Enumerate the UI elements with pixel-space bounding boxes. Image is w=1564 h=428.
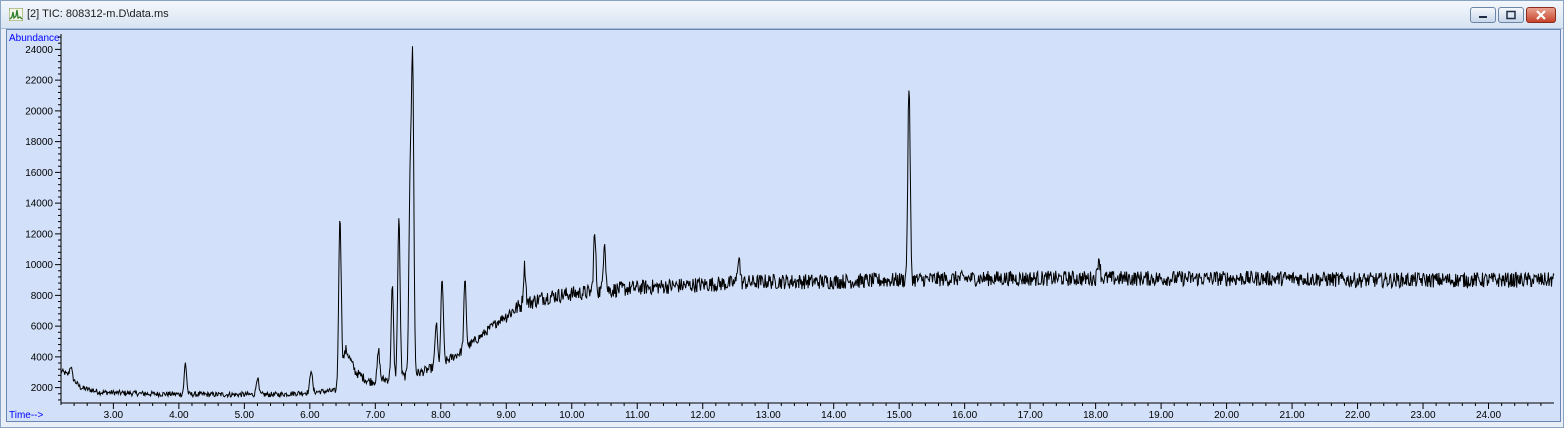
y-tick-label: 16000	[25, 168, 53, 179]
y-tick-label: 24000	[25, 45, 53, 56]
x-tick-label: 3.00	[104, 410, 124, 421]
y-tick-label: 2000	[31, 383, 54, 394]
y-tick-label: 10000	[25, 260, 53, 271]
y-tick-label: 6000	[31, 322, 54, 333]
x-tick-label: 5.00	[235, 410, 255, 421]
x-tick-label: 10.00	[559, 410, 584, 421]
chromatogram-app-icon	[9, 8, 23, 21]
x-tick-label: 8.00	[431, 410, 451, 421]
y-tick-label: 18000	[25, 137, 53, 148]
x-axis-label: Time-->	[9, 410, 44, 421]
y-tick-label: 8000	[31, 291, 54, 302]
x-tick-label: 19.00	[1149, 410, 1174, 421]
x-tick-label: 9.00	[497, 410, 517, 421]
tic-trace	[61, 46, 1554, 397]
x-tick-label: 15.00	[887, 410, 912, 421]
y-tick-label: 4000	[31, 352, 54, 363]
minimize-button[interactable]	[1470, 7, 1496, 23]
x-tick-label: 17.00	[1018, 410, 1043, 421]
x-tick-label: 12.00	[690, 410, 715, 421]
x-tick-label: 22.00	[1345, 410, 1370, 421]
minimize-icon	[1471, 8, 1495, 22]
y-tick-label: 22000	[25, 76, 53, 87]
window-title: [2] TIC: 808312-m.D\data.ms	[27, 8, 169, 20]
x-tick-label: 18.00	[1083, 410, 1108, 421]
x-tick-label: 13.00	[756, 410, 781, 421]
x-tick-label: 16.00	[952, 410, 977, 421]
maximize-icon	[1499, 8, 1523, 22]
y-axis-label: Abundance	[9, 33, 60, 44]
y-tick-label: 12000	[25, 229, 53, 240]
x-tick-label: 4.00	[169, 410, 189, 421]
y-tick-label: 20000	[25, 106, 53, 117]
close-button[interactable]	[1526, 7, 1556, 23]
chromatogram-plot[interactable]: Abundance Time--> 3.00 4.00 5.00 6.00 7.00 8.…	[6, 29, 1561, 422]
x-tick-label: 14.00	[821, 410, 846, 421]
x-tick-label: 6.00	[300, 410, 320, 421]
x-tick-label: 11.00	[625, 410, 650, 421]
y-tick-label: 14000	[25, 199, 53, 210]
x-tick-label: 20.00	[1214, 410, 1239, 421]
x-tick-label: 21.00	[1280, 410, 1305, 421]
close-icon	[1527, 8, 1555, 22]
chromatogram-chart[interactable]: Abundance Time--> 3.00 4.00 5.00 6.00 7.00 8.…	[7, 30, 1560, 421]
x-tick-label: 7.00	[366, 410, 386, 421]
title-bar[interactable]: [2] TIC: 808312-m.D\data.ms	[1, 1, 1563, 29]
maximize-button[interactable]	[1498, 7, 1524, 23]
x-tick-label: 23.00	[1411, 410, 1436, 421]
x-tick-label: 24.00	[1476, 410, 1501, 421]
